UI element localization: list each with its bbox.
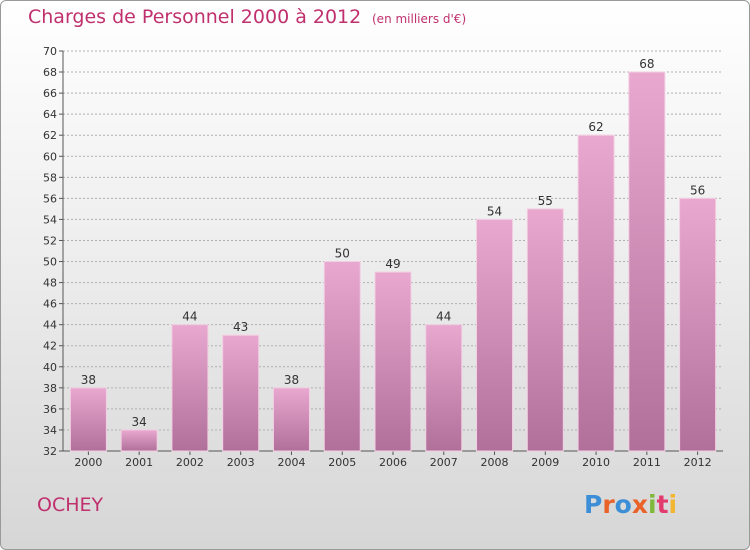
y-tick-label: 38 bbox=[43, 382, 57, 395]
bar-2009 bbox=[526, 208, 564, 452]
x-tick-label-2004: 2004 bbox=[277, 456, 305, 469]
value-label-2006: 49 bbox=[385, 257, 400, 271]
x-tick-label-2011: 2011 bbox=[633, 456, 661, 469]
bar-2006 bbox=[374, 271, 412, 452]
value-label-2007: 44 bbox=[436, 310, 451, 324]
x-tick-label-2003: 2003 bbox=[227, 456, 255, 469]
y-tick-label: 44 bbox=[43, 319, 57, 332]
value-label-2011: 68 bbox=[639, 57, 654, 71]
y-tick-label: 68 bbox=[43, 66, 57, 79]
bar-2012 bbox=[679, 197, 717, 452]
bar-2008 bbox=[476, 218, 514, 452]
x-tick-label-2001: 2001 bbox=[125, 456, 153, 469]
value-label-2002: 44 bbox=[182, 310, 197, 324]
chart-subtitle: (en milliers d'€) bbox=[372, 12, 467, 26]
value-label-2009: 55 bbox=[538, 194, 553, 208]
y-tick-label: 56 bbox=[43, 192, 57, 205]
y-tick-label: 50 bbox=[43, 256, 57, 269]
y-tick-label: 64 bbox=[43, 108, 57, 121]
y-tick-label: 66 bbox=[43, 87, 57, 100]
bar-2000 bbox=[69, 387, 107, 452]
x-tick-label-2007: 2007 bbox=[430, 456, 458, 469]
value-label-2003: 43 bbox=[233, 320, 248, 334]
value-label-2005: 50 bbox=[335, 247, 350, 261]
y-tick-label: 54 bbox=[43, 213, 57, 226]
y-tick-label: 40 bbox=[43, 361, 57, 374]
y-tick-label: 58 bbox=[43, 171, 57, 184]
y-tick-label: 62 bbox=[43, 129, 57, 142]
y-tick-label: 70 bbox=[43, 45, 57, 58]
bars bbox=[69, 71, 717, 452]
chart-title: Charges de Personnel 2000 à 2012 bbox=[28, 6, 362, 28]
y-tick-label: 46 bbox=[43, 298, 57, 311]
x-tick-label-2000: 2000 bbox=[74, 456, 102, 469]
x-tick-label-2008: 2008 bbox=[481, 456, 509, 469]
value-label-2001: 34 bbox=[132, 415, 147, 429]
x-tick-label-2005: 2005 bbox=[328, 456, 356, 469]
bar-2010 bbox=[577, 134, 615, 452]
bar-2002 bbox=[171, 324, 209, 452]
x-tick-label-2009: 2009 bbox=[531, 456, 559, 469]
proxiti-logo[interactable]: Proxiti bbox=[584, 490, 678, 519]
value-label-2004: 38 bbox=[284, 373, 299, 387]
y-tick-label: 52 bbox=[43, 234, 57, 247]
town-name: OCHEY bbox=[37, 494, 104, 516]
value-label-2010: 62 bbox=[588, 120, 603, 134]
y-tick-label: 60 bbox=[43, 150, 57, 163]
bar-2003 bbox=[222, 334, 260, 452]
x-tick-label-2010: 2010 bbox=[582, 456, 610, 469]
y-tick-label: 48 bbox=[43, 277, 57, 290]
bar-2004 bbox=[272, 387, 310, 452]
x-tick-label-2002: 2002 bbox=[176, 456, 204, 469]
bar-2005 bbox=[323, 261, 361, 452]
bar-2007 bbox=[425, 324, 463, 452]
y-tick-label: 36 bbox=[43, 403, 57, 416]
x-tick-label-2006: 2006 bbox=[379, 456, 407, 469]
y-tick-label: 32 bbox=[43, 445, 57, 458]
value-label-2008: 54 bbox=[487, 204, 502, 218]
y-tick-label: 34 bbox=[43, 424, 57, 437]
x-tick-label-2012: 2012 bbox=[684, 456, 712, 469]
value-label-2000: 38 bbox=[81, 373, 96, 387]
bar-2001 bbox=[120, 429, 158, 452]
bar-2011 bbox=[628, 71, 666, 452]
labels: 32 34 36 38 40 42 44 46 48 50 52 54 56 58 60 62 64 66 68 70… bbox=[43, 45, 712, 469]
value-label-2012: 56 bbox=[690, 183, 705, 197]
y-tick-label: 42 bbox=[43, 340, 57, 353]
